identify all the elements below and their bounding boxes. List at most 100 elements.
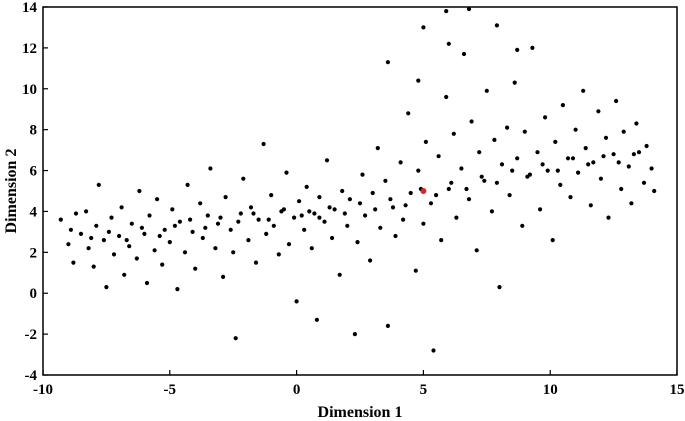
scatter-point bbox=[530, 45, 535, 51]
scatter-point bbox=[91, 264, 96, 269]
scatter-point bbox=[198, 201, 203, 206]
scatter-point bbox=[213, 246, 218, 251]
scatter-point bbox=[401, 217, 406, 222]
scatter-point bbox=[127, 244, 132, 249]
scatter-point bbox=[497, 285, 502, 290]
scatter-point bbox=[641, 180, 647, 185]
scatter-point bbox=[482, 178, 487, 183]
scatter-point bbox=[439, 238, 444, 243]
scatter-point bbox=[175, 287, 180, 292]
x-axis: -10 -5 0 5 10 15 bbox=[33, 370, 685, 398]
x-tick-label: -5 bbox=[164, 382, 177, 398]
scatter-point bbox=[84, 209, 89, 214]
scatter-point bbox=[157, 233, 162, 239]
scatter-point bbox=[378, 225, 383, 230]
scatter-point bbox=[182, 250, 188, 255]
scatter-point bbox=[596, 109, 601, 114]
scatter-point bbox=[144, 280, 150, 286]
scatter-point bbox=[588, 203, 593, 208]
scatter-point bbox=[550, 238, 555, 243]
y-axis: -4 -2 0 2 4 6 8 10 12 14 bbox=[22, 0, 48, 384]
scatter-point bbox=[94, 223, 99, 228]
y-tick-label: 4 bbox=[30, 204, 38, 220]
scatter-point bbox=[408, 190, 413, 196]
scatter-point bbox=[276, 252, 281, 257]
scatter-point bbox=[484, 88, 489, 93]
scatter-point bbox=[284, 170, 289, 175]
scatter-point bbox=[266, 217, 271, 222]
scatter-point bbox=[535, 150, 540, 155]
scatter-point bbox=[616, 160, 621, 165]
scatter-point bbox=[619, 186, 624, 192]
scatter-point bbox=[104, 285, 109, 290]
scatter-point bbox=[479, 174, 484, 179]
scatter-point bbox=[332, 207, 337, 212]
scatter-point bbox=[403, 203, 408, 208]
scatter-point bbox=[86, 246, 91, 251]
scatter-point bbox=[302, 227, 307, 232]
scatter-point bbox=[327, 205, 332, 210]
y-tick-label: 10 bbox=[22, 82, 37, 98]
scatter-point bbox=[466, 6, 472, 12]
scatter-point bbox=[233, 336, 238, 341]
scatter-point bbox=[522, 129, 527, 134]
scatter-point bbox=[586, 162, 591, 167]
scatter-point bbox=[512, 80, 517, 85]
scatter-point bbox=[160, 262, 165, 267]
scatter-point bbox=[357, 201, 363, 206]
scatter-point bbox=[370, 190, 375, 196]
scatter-point bbox=[292, 215, 297, 220]
scatter-point bbox=[200, 235, 205, 241]
scatter-point bbox=[431, 348, 436, 353]
scatter-point bbox=[515, 47, 520, 53]
scatter-point bbox=[428, 201, 434, 206]
scatter-point bbox=[355, 240, 360, 245]
scatter-point bbox=[330, 235, 335, 241]
scatter-point bbox=[155, 197, 160, 202]
scatter-point bbox=[248, 205, 254, 210]
scatter-point bbox=[342, 211, 347, 216]
scatter-point bbox=[190, 229, 195, 234]
x-tick-label: 5 bbox=[420, 382, 428, 398]
scatter-point bbox=[466, 197, 472, 202]
scatter-point bbox=[474, 248, 479, 253]
scatter-point bbox=[286, 242, 292, 247]
scatter-point bbox=[505, 125, 510, 130]
scatter-point bbox=[444, 9, 449, 14]
scatter-point bbox=[591, 160, 596, 165]
scatter-point bbox=[631, 152, 637, 157]
scatter-point bbox=[603, 135, 609, 140]
scatter-point bbox=[221, 274, 226, 279]
scatter-point bbox=[446, 186, 451, 192]
scatter-point bbox=[223, 195, 228, 200]
scatter-point bbox=[269, 193, 274, 198]
scatter-point bbox=[614, 98, 619, 104]
y-tick-label: 6 bbox=[30, 164, 38, 180]
scatter-point bbox=[347, 197, 352, 202]
x-tick-label: 15 bbox=[670, 382, 685, 398]
scatter-point bbox=[606, 215, 611, 220]
scatter-point bbox=[383, 178, 388, 183]
scatter-point bbox=[111, 252, 117, 257]
scatter-point bbox=[134, 256, 139, 261]
scatter-point bbox=[137, 188, 142, 194]
highlight-point bbox=[420, 188, 427, 194]
scatter-point bbox=[281, 207, 286, 212]
scatter-point bbox=[538, 207, 543, 212]
scatter-point bbox=[297, 199, 302, 204]
scatter-point bbox=[317, 195, 322, 200]
scatter-point bbox=[106, 229, 111, 234]
scatter-point bbox=[390, 205, 396, 210]
scatter-point bbox=[373, 207, 378, 212]
scatter-point bbox=[398, 160, 403, 165]
scatter-point bbox=[78, 231, 84, 236]
scatter-point bbox=[312, 211, 317, 216]
scatter-point bbox=[543, 115, 548, 120]
scatter-point bbox=[634, 121, 639, 126]
scatter-point bbox=[515, 156, 520, 161]
scatter-point bbox=[360, 172, 365, 177]
scatter-point bbox=[636, 150, 642, 155]
scatter-point bbox=[307, 209, 312, 214]
scatter-point bbox=[375, 146, 380, 151]
